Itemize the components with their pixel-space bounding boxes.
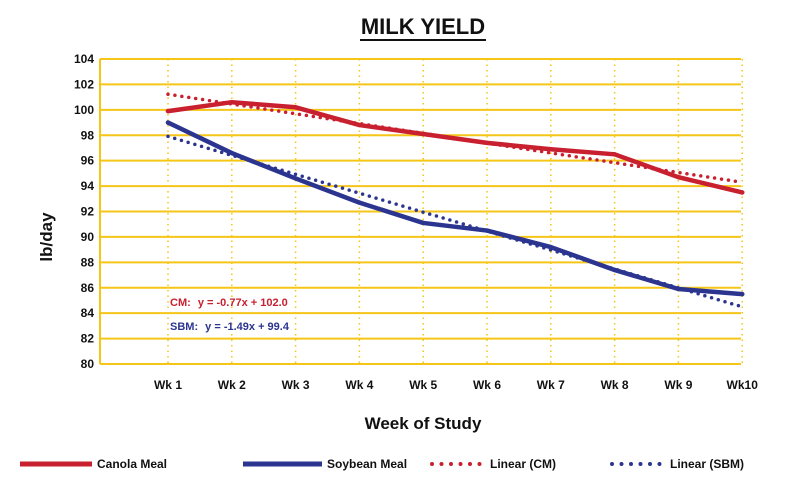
canola-meal-point [165,108,171,114]
legend: Canola Meal Soybean Meal Linear (CM) Lin… [20,457,744,471]
legend-label-canola: Canola Meal [97,457,167,471]
canola-meal-point [612,152,617,157]
y-tick-label: 100 [74,103,94,117]
soybean-meal-point [612,267,617,273]
x-axis-label: Week of Study [365,414,482,433]
data-series [165,99,745,297]
x-tick-label: Wk 4 [345,378,373,392]
x-axis-ticks: Wk 1 Wk 2 Wk 3 Wk 4 Wk 5 Wk 6 Wk 7 Wk 8 Wk 9 Wk10 [154,378,758,392]
x-tick-label: Wk 7 [537,378,565,392]
x-tick-label: Wk 9 [664,378,692,392]
soybean-meal-point [740,291,745,297]
legend-label-linear-cm: Linear (CM) [490,457,556,471]
trendline-linear-sbm [166,134,744,309]
soybean-meal-point [484,228,490,233]
canola-meal-point [548,147,553,152]
y-tick-label: 92 [81,205,95,219]
equation-sbm-label: SBM: [170,321,198,333]
equation-cm-text: y = -0.77x + 102.0 [198,297,288,309]
equation-sbm: SBM: y = -1.49x + 99.4 [170,321,290,333]
soybean-meal-point [421,220,426,226]
trendlines [166,92,744,309]
legend-item-canola: Canola Meal [20,457,167,471]
y-tick-label: 84 [81,306,95,320]
y-tick-label: 104 [74,52,94,66]
y-tick-label: 86 [81,281,95,295]
soybean-meal-point [676,286,681,292]
soybean-meal-point [229,150,234,156]
canola-meal-point [293,105,298,110]
y-tick-label: 98 [81,128,95,142]
x-tick-label: Wk 8 [601,378,629,392]
series-line-canola-meal [165,99,745,195]
y-tick-label: 88 [81,255,95,269]
canola-meal-point [357,122,362,128]
x-tick-label: Wk 3 [282,378,310,392]
legend-item-soybean: Soybean Meal [243,457,407,471]
y-tick-label: 90 [81,230,95,244]
legend-item-linear-sbm: Linear (SBM) [610,457,744,471]
soybean-meal-point [293,176,298,181]
equation-cm: CM: y = -0.77x + 102.0 [170,297,288,309]
soybean-meal-point [165,120,171,125]
x-tick-label: Wk10 [727,378,759,392]
canola-meal-point [229,100,234,105]
legend-label-linear-sbm: Linear (SBM) [670,457,744,471]
x-tick-label: Wk 5 [409,378,437,392]
y-tick-label: 96 [81,154,95,168]
y-tick-label: 82 [81,332,95,346]
legend-label-soybean: Soybean Meal [327,457,407,471]
svg-text:SBM: y = -1.49x + 99.4: SBM: y = -1.49x + 99.4 [170,321,290,333]
equation-sbm-text: y = -1.49x + 99.4 [205,321,290,333]
canola-meal-point [740,190,745,195]
y-tick-label: 80 [81,357,95,371]
canola-meal-point [676,174,681,180]
y-axis-ticks: 80 82 84 86 88 90 92 94 96 98 100 102 104 [74,52,94,371]
soybean-meal-point [357,200,362,205]
y-tick-label: 94 [81,179,95,193]
x-tick-label: Wk 1 [154,378,182,392]
x-tick-label: Wk 6 [473,378,501,392]
equation-cm-label: CM: [170,297,191,309]
canola-meal-point [484,140,490,146]
legend-item-linear-cm: Linear (CM) [430,457,556,471]
soybean-meal-point [548,244,553,250]
chart-title: MILK YIELD [361,14,485,39]
canola-meal-point [421,131,426,137]
grid [99,58,743,365]
y-axis-label: lb/day [37,212,56,262]
x-tick-label: Wk 2 [218,378,246,392]
y-tick-label: 102 [74,77,94,91]
series-line-soybean-meal [165,120,745,297]
svg-text:CM: y = -0.77x + 102.0: CM: y = -0.77x + 102.0 [170,297,288,309]
